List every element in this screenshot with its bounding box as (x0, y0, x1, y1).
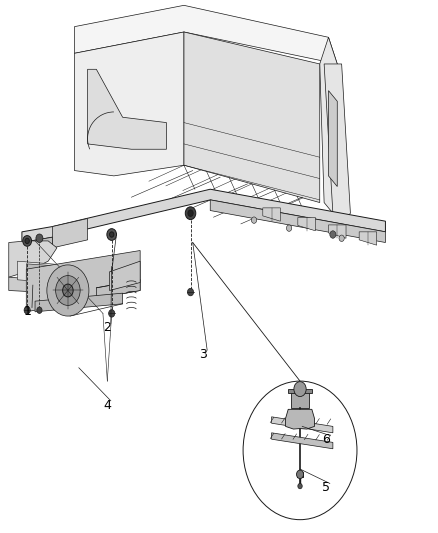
Circle shape (37, 307, 42, 313)
Polygon shape (288, 389, 312, 393)
Circle shape (294, 382, 306, 397)
Text: 4: 4 (103, 399, 111, 411)
Polygon shape (96, 280, 140, 298)
Polygon shape (53, 219, 88, 248)
Circle shape (25, 238, 29, 244)
Polygon shape (291, 392, 309, 408)
Polygon shape (328, 225, 346, 238)
Circle shape (188, 210, 193, 216)
Text: 2: 2 (103, 321, 111, 334)
Polygon shape (324, 64, 350, 224)
Circle shape (24, 306, 30, 314)
Polygon shape (35, 293, 123, 312)
Text: 1: 1 (24, 305, 32, 318)
Circle shape (107, 229, 117, 240)
Polygon shape (74, 5, 337, 64)
Polygon shape (22, 237, 53, 253)
Circle shape (339, 235, 344, 241)
Circle shape (63, 284, 73, 297)
Polygon shape (88, 69, 166, 149)
Circle shape (297, 470, 304, 479)
Circle shape (185, 207, 196, 220)
Polygon shape (286, 409, 314, 429)
Polygon shape (297, 472, 303, 477)
Polygon shape (110, 261, 140, 290)
Circle shape (36, 234, 43, 243)
Circle shape (298, 483, 302, 489)
Polygon shape (263, 208, 280, 221)
Circle shape (330, 231, 336, 238)
Circle shape (110, 232, 114, 237)
Polygon shape (9, 277, 110, 296)
Circle shape (286, 225, 292, 231)
Polygon shape (18, 261, 96, 285)
Polygon shape (272, 433, 333, 449)
Circle shape (56, 276, 80, 305)
Polygon shape (210, 200, 385, 243)
Polygon shape (22, 189, 385, 243)
Polygon shape (359, 232, 377, 245)
Text: 3: 3 (199, 348, 207, 361)
Polygon shape (26, 264, 66, 280)
Polygon shape (320, 37, 342, 213)
Polygon shape (328, 91, 337, 187)
Circle shape (23, 236, 32, 246)
Circle shape (187, 288, 194, 296)
Polygon shape (26, 251, 140, 312)
Circle shape (243, 381, 357, 520)
Polygon shape (74, 32, 184, 176)
Polygon shape (184, 32, 320, 203)
Circle shape (47, 265, 89, 316)
Polygon shape (272, 417, 333, 433)
Polygon shape (9, 241, 57, 277)
Text: 5: 5 (322, 481, 330, 494)
Text: 6: 6 (322, 433, 330, 446)
Circle shape (109, 310, 115, 317)
Circle shape (251, 217, 257, 223)
Polygon shape (298, 217, 315, 231)
